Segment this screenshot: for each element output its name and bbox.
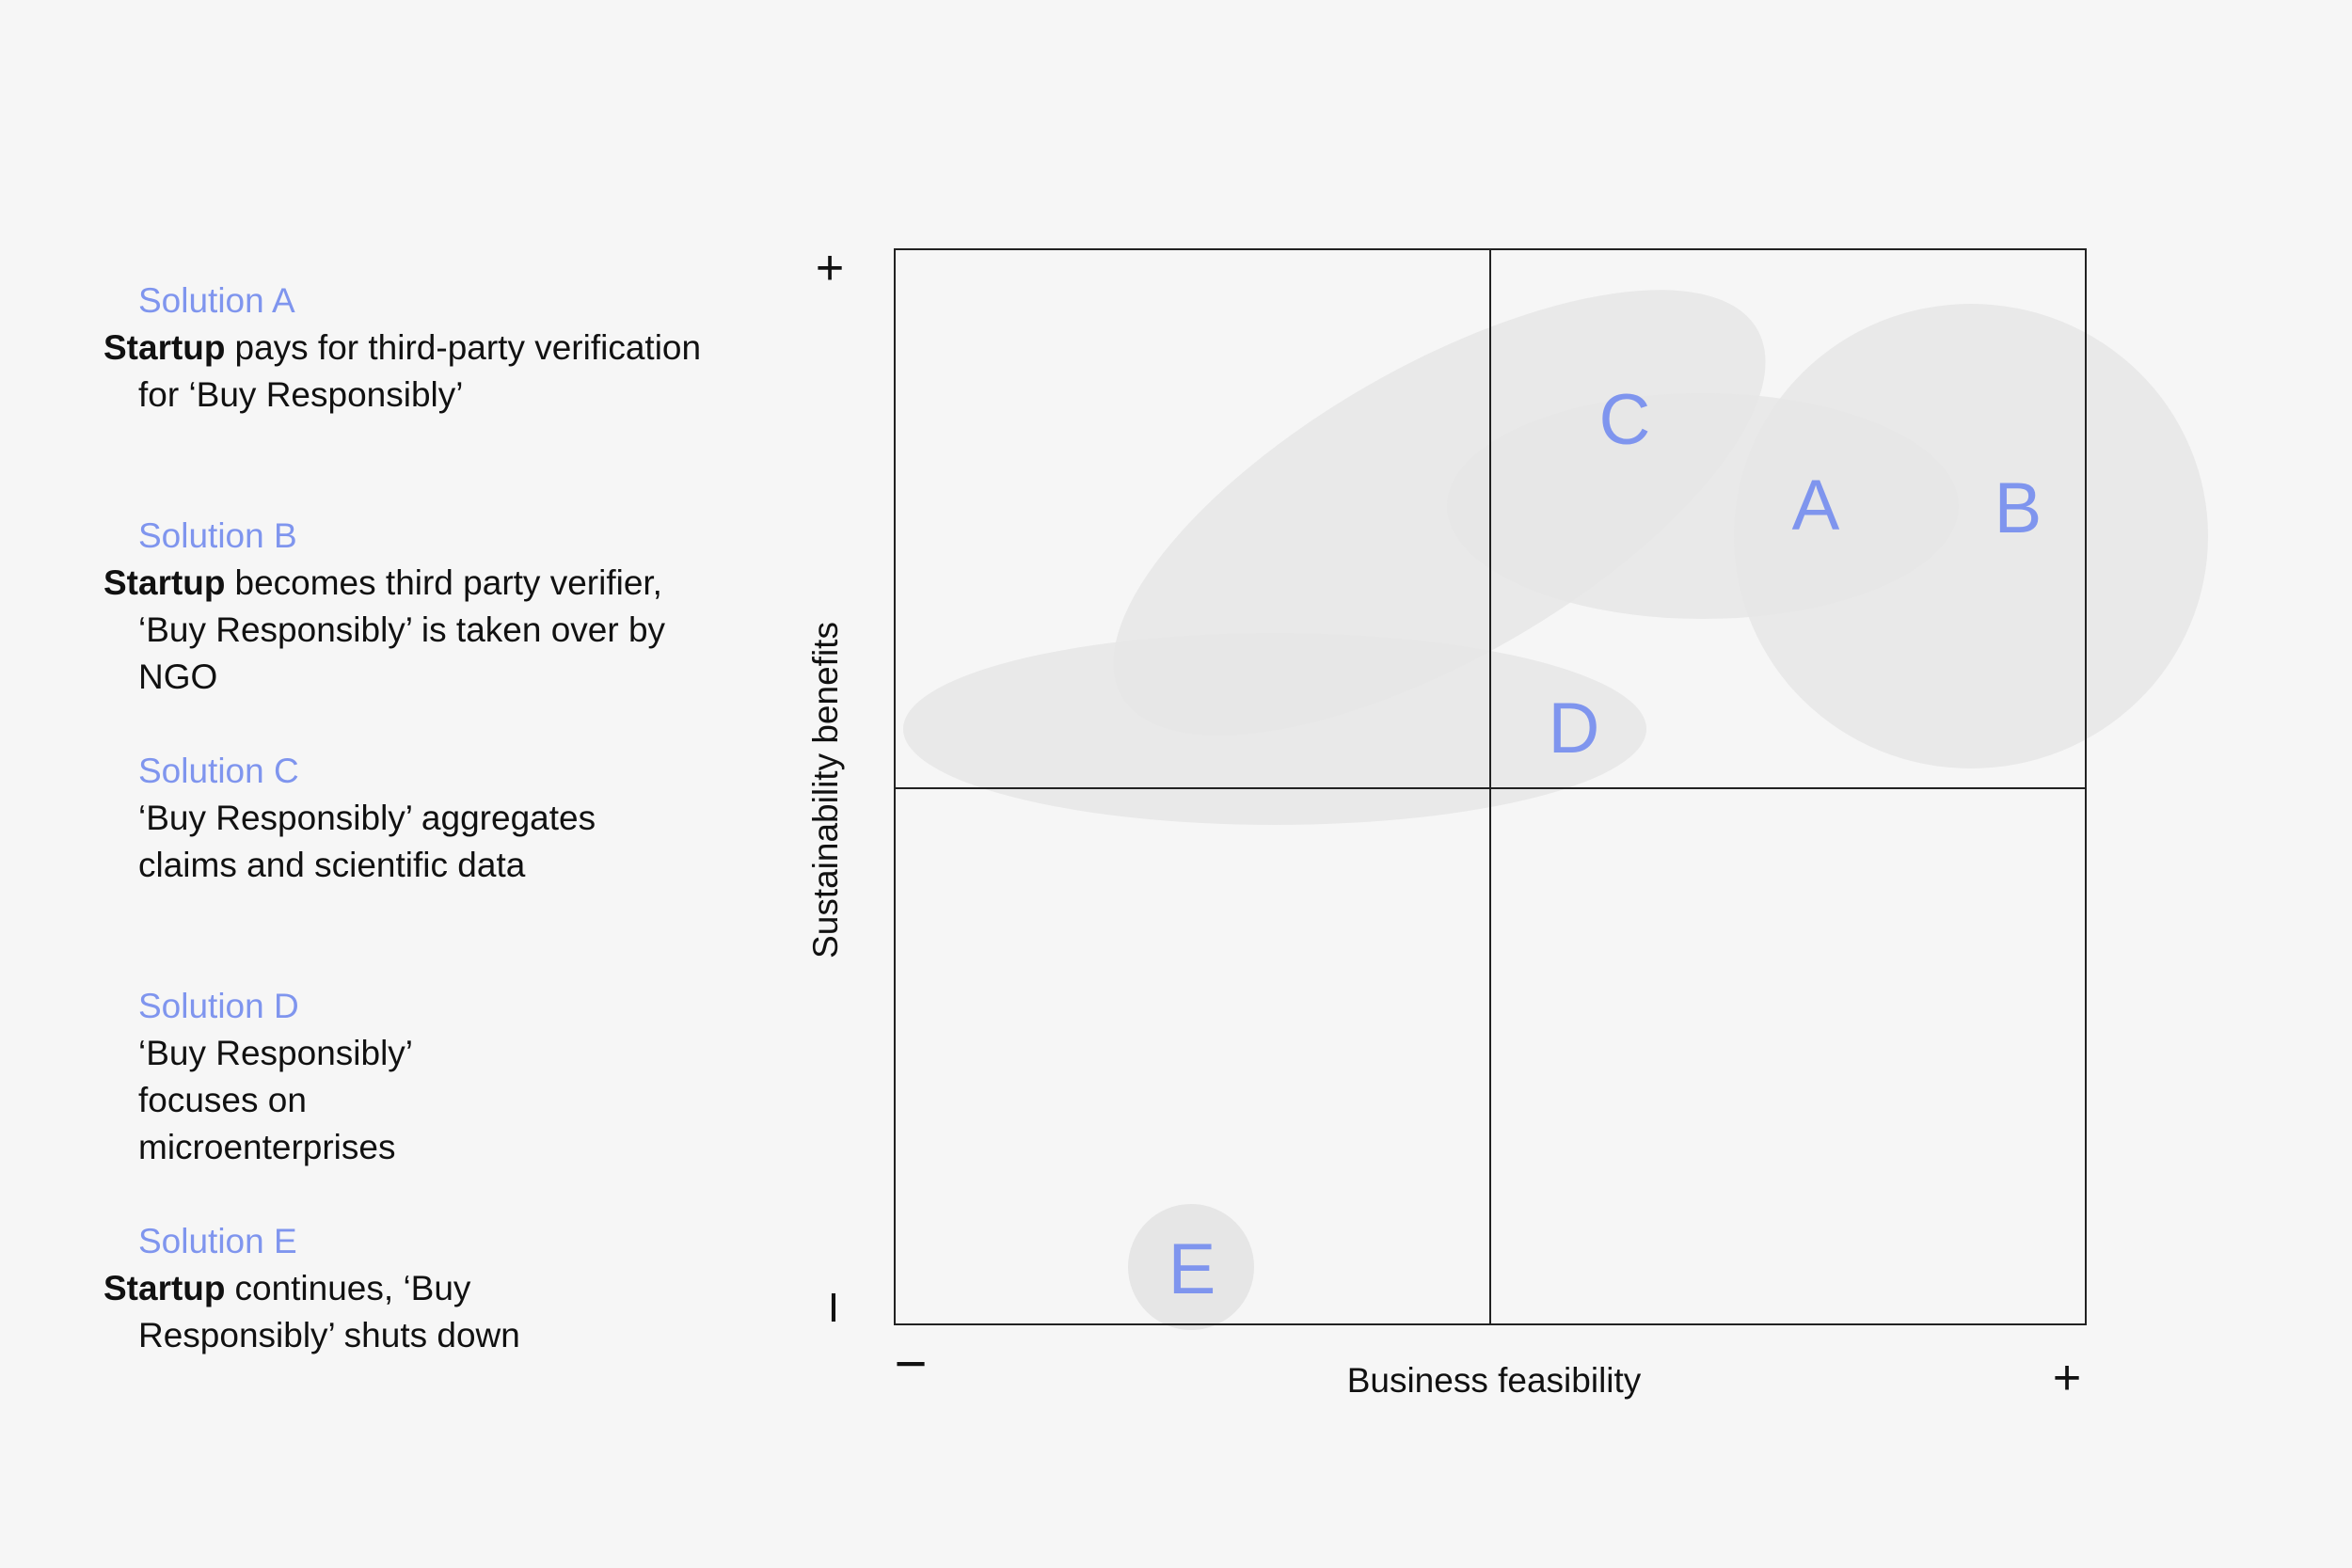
x-axis-label: Business feasibility — [1347, 1361, 1642, 1400]
point-e: E — [1168, 1229, 1216, 1309]
solution-c-title: Solution C — [138, 752, 299, 790]
solution-c-description: ‘Buy Responsibly’ aggregates claims and … — [103, 795, 703, 889]
point-c: C — [1599, 380, 1651, 460]
solution-e-text: continues, ‘Buy Responsibly’ shuts down — [138, 1269, 520, 1354]
solution-e-lead: Startup — [103, 1269, 226, 1307]
point-b: B — [1994, 468, 2042, 548]
x-axis-max-sign: + — [2053, 1351, 2081, 1405]
solution-d-title: Solution D — [138, 987, 299, 1025]
solution-b-lead: Startup — [103, 563, 226, 602]
point-a: A — [1792, 466, 1840, 546]
y-axis-min-sign: I — [828, 1285, 839, 1331]
y-axis-max-sign: + — [816, 241, 844, 295]
x-axis-min-sign: − — [894, 1332, 927, 1395]
solution-a-title: Solution A — [138, 281, 295, 320]
solution-a-lead: Startup — [103, 328, 226, 367]
solution-b-title: Solution B — [138, 516, 297, 555]
y-axis-label: Sustainability benefits — [806, 622, 845, 958]
solutions-legend: Solution A Startup pays for third-party v… — [0, 0, 753, 1568]
solution-b-description: Startup becomes third party verifier, ‘Bu… — [103, 560, 703, 701]
solution-area-blobs — [903, 290, 2208, 1330]
solution-d-description: ‘Buy Responsibly’ focuses on microenterp… — [103, 1030, 496, 1171]
blob-c — [1113, 290, 1766, 736]
solution-e-description: Startup continues, ‘Buy Responsibly’ shut… — [103, 1265, 628, 1359]
blob-b — [1734, 304, 2208, 768]
solution-b-text: becomes third party verifier, ‘Buy Respo… — [138, 563, 666, 696]
quadrant-grid — [894, 248, 2087, 1325]
solution-c-text: ‘Buy Responsibly’ aggregates claims and … — [138, 799, 596, 884]
solution-d-text: ‘Buy Responsibly’ focuses on microenterp… — [138, 1034, 412, 1166]
solution-a-description: Startup pays for third-party verification… — [103, 325, 703, 419]
solution-e-title: Solution E — [138, 1222, 297, 1260]
blob-e — [1128, 1204, 1254, 1330]
solution-points: A B C D E — [1168, 380, 2042, 1309]
point-d: D — [1549, 689, 1600, 768]
solution-a-text: pays for third-party verification for ‘B… — [138, 328, 702, 414]
